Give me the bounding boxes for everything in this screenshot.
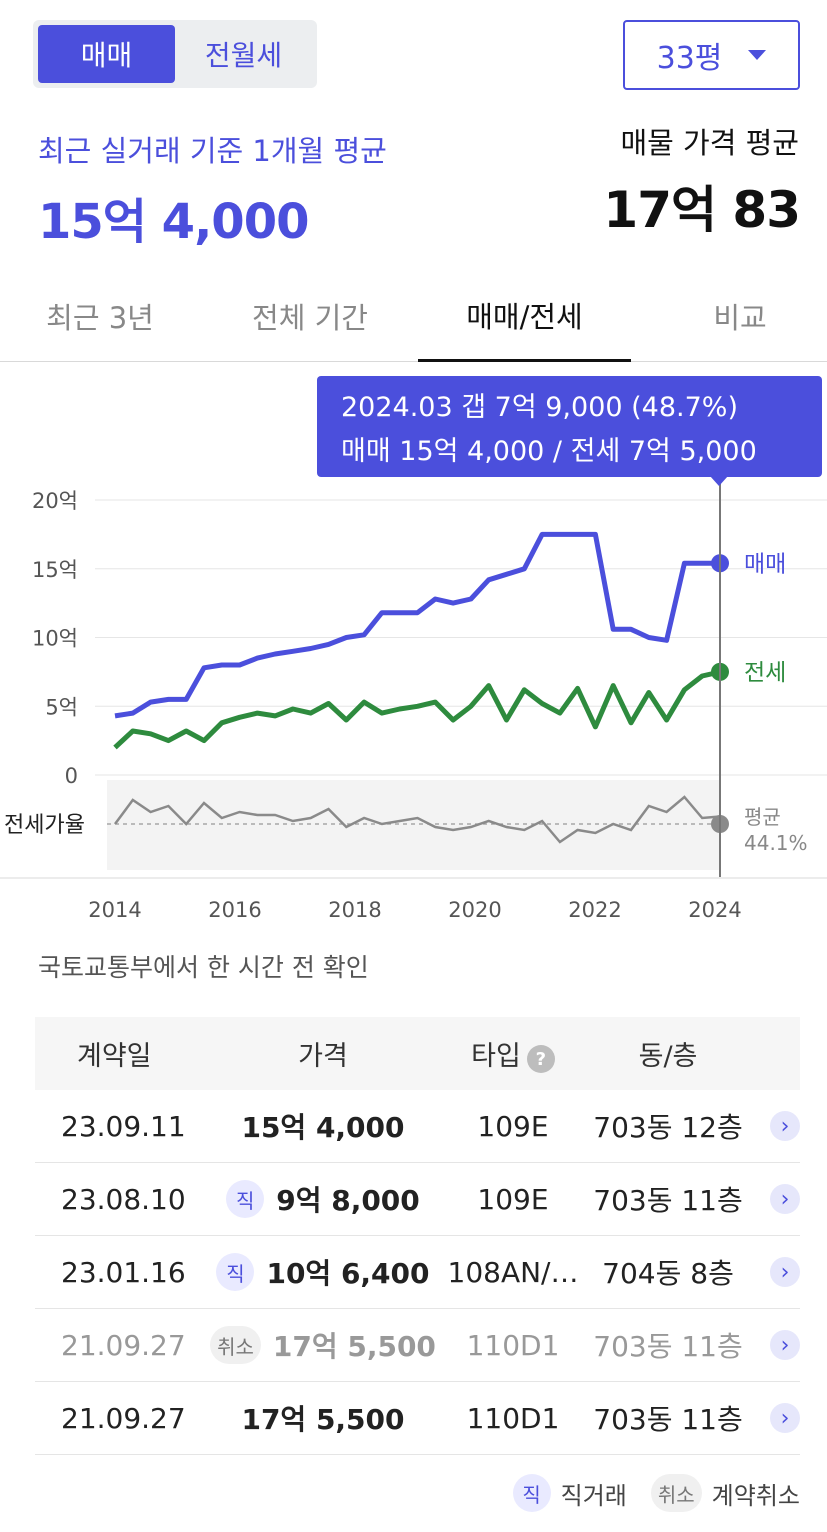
direct-trade-label: 직거래	[560, 1481, 627, 1510]
recent-average-value: 15억 4,000	[38, 194, 309, 250]
row-price: 17억 5,500	[241, 1403, 405, 1436]
transaction-table: 계약일 가격 타입? 동/층 23.09.11 15억 4,000 109E 7…	[35, 1017, 800, 1455]
row-unit: 703동 12층	[593, 1111, 743, 1144]
cancel-badge: 취소	[650, 1474, 702, 1512]
tooltip-gap-line: 2024.03 갭 7억 9,000 (48.7%)	[341, 392, 738, 423]
row-price: 9억 8,000	[276, 1184, 420, 1217]
tab-all-period[interactable]: 전체 기간	[252, 301, 368, 335]
direct-trade-badge: 직	[512, 1474, 551, 1512]
row-type: 109E	[477, 1182, 549, 1216]
cancel-badge: 취소	[210, 1326, 261, 1364]
row-type: 109E	[477, 1109, 549, 1143]
x-tick-label: 2022	[568, 898, 621, 922]
x-tick-label: 2024	[688, 898, 741, 922]
tooltip-arrow	[710, 476, 728, 486]
badge-legend: 직 직거래 취소 계약취소	[512, 1474, 800, 1512]
row-date: 23.08.10	[61, 1182, 186, 1216]
row-price-cell: 17억 5,500	[203, 1398, 443, 1438]
size-select-value: 33평	[656, 41, 723, 76]
table-row[interactable]: 23.09.11 15억 4,000 109E 703동 12층 ›	[35, 1090, 800, 1163]
table-row[interactable]: 23.08.10 직 9억 8,000 109E 703동 11층 ›	[35, 1163, 800, 1236]
header-type-label: 타입	[471, 1040, 521, 1072]
table-row[interactable]: 23.01.16 직 10억 6,400 108AN/… 704동 8층 ›	[35, 1236, 800, 1309]
y-tick-label: 0	[65, 764, 78, 788]
sale-series-line	[114, 531, 720, 719]
rent-toggle-button[interactable]: 전월세	[204, 39, 283, 72]
row-unit: 703동 11층	[593, 1403, 743, 1436]
row-type: 110D1	[466, 1328, 560, 1362]
header-type: 타입?	[443, 1034, 583, 1074]
direct-trade-badge: 직	[216, 1253, 255, 1291]
y-tick-label: 10억	[32, 627, 78, 651]
row-price: 15억 4,000	[241, 1111, 405, 1144]
y-tick-label: 15억	[32, 558, 78, 582]
row-date: 23.01.16	[61, 1255, 186, 1289]
header-unit: 동/층	[638, 1041, 698, 1072]
row-price: 10억 6,400	[266, 1257, 430, 1290]
y-tick-label: 20억	[32, 489, 78, 513]
ratio-series-line	[113, 795, 721, 844]
x-tick-label: 2016	[208, 898, 261, 922]
chevron-right-icon[interactable]: ›	[770, 1403, 800, 1433]
row-type: 108AN/…	[447, 1255, 579, 1289]
period-tabs: 최근 3년 전체 기간 매매/전세 비교	[0, 270, 827, 362]
row-date: 21.09.27	[61, 1401, 186, 1435]
tooltip-price-line: 매매 15억 4,000 / 전세 7억 5,000	[341, 436, 757, 467]
row-price: 17억 5,500	[272, 1330, 436, 1363]
table-header: 계약일 가격 타입? 동/층	[35, 1017, 800, 1090]
sale-toggle-button[interactable]: 매매	[38, 25, 175, 83]
cancel-label: 계약취소	[711, 1481, 800, 1510]
row-type: 110D1	[466, 1401, 560, 1435]
chevron-right-icon[interactable]: ›	[770, 1257, 800, 1287]
trade-type-toggle: 매매 전월세	[33, 20, 317, 88]
rent-series-line	[113, 669, 721, 750]
row-price-cell: 직 10억 6,400	[203, 1252, 443, 1292]
data-source-note: 국토교통부에서 한 시간 전 확인	[38, 953, 369, 982]
row-date: 21.09.27	[61, 1328, 186, 1362]
size-select[interactable]: 33평	[623, 20, 800, 90]
ratio-average-label: 평균	[744, 805, 781, 829]
x-tick-label: 2020	[448, 898, 501, 922]
question-icon[interactable]: ?	[526, 1045, 555, 1074]
direct-trade-badge: 직	[226, 1180, 265, 1218]
ratio-label: 전세가율	[4, 813, 85, 838]
tab-compare[interactable]: 비교	[713, 301, 767, 335]
y-tick-label: 5억	[45, 695, 78, 719]
tab-sale-rent[interactable]: 매매/전세	[418, 270, 631, 362]
chevron-right-icon[interactable]: ›	[770, 1111, 800, 1141]
x-tick-label: 2014	[88, 898, 141, 922]
recent-average-label: 최근 실거래 기준 1개월 평균	[38, 134, 387, 168]
row-date: 23.09.11	[61, 1109, 186, 1143]
chevron-right-icon[interactable]: ›	[770, 1330, 800, 1360]
caret-down-icon	[748, 50, 767, 60]
row-unit: 703동 11층	[593, 1330, 743, 1363]
listing-average-value: 17억 83	[603, 181, 801, 239]
header-date: 계약일	[77, 1041, 152, 1072]
row-price-cell: 직 9억 8,000	[203, 1179, 443, 1219]
row-price-cell: 취소 17억 5,500	[203, 1325, 443, 1365]
listing-average-label: 매물 가격 평균	[620, 126, 799, 160]
chart-tooltip: 2024.03 갭 7억 9,000 (48.7%) 매매 15억 4,000 …	[317, 376, 822, 477]
tab-recent-3y[interactable]: 최근 3년	[46, 301, 154, 335]
row-unit: 703동 11층	[593, 1184, 743, 1217]
row-price-cell: 15억 4,000	[203, 1106, 443, 1146]
chevron-right-icon[interactable]: ›	[770, 1184, 800, 1214]
table-row[interactable]: 21.09.27 취소 17억 5,500 110D1 703동 11층 ›	[35, 1309, 800, 1382]
row-unit: 704동 8층	[602, 1257, 734, 1290]
header-price: 가격	[298, 1041, 348, 1072]
x-tick-label: 2018	[328, 898, 381, 922]
ratio-band	[107, 780, 720, 870]
rent-series-label: 전세	[744, 660, 786, 686]
table-row[interactable]: 21.09.27 17억 5,500 110D1 703동 11층 ›	[35, 1382, 800, 1455]
sale-series-label: 매매	[744, 551, 786, 577]
ratio-average-value: 44.1%	[744, 831, 808, 855]
